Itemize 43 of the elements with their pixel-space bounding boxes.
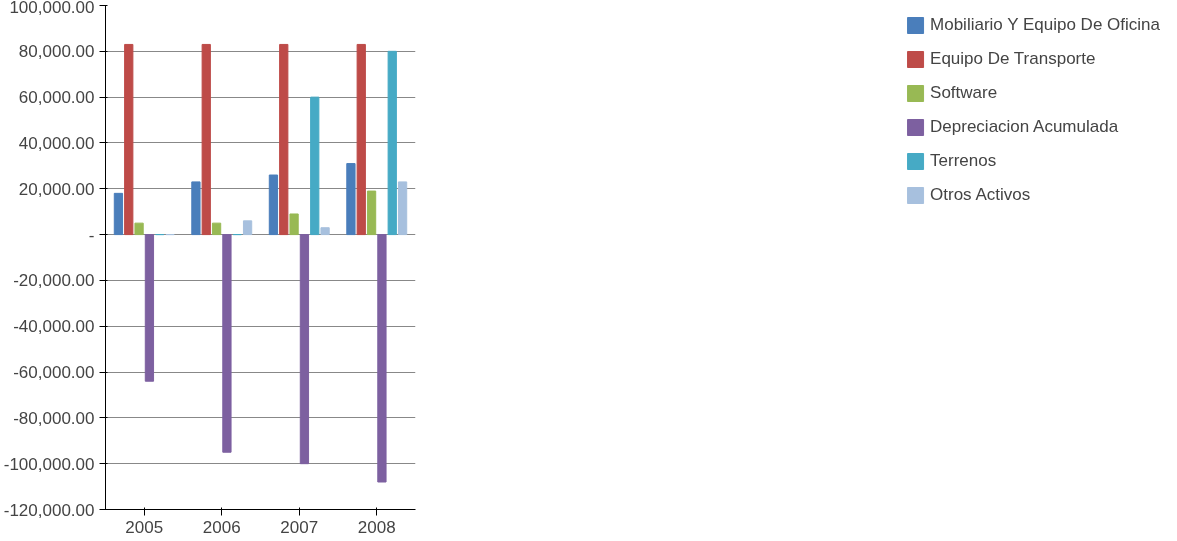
bar (346, 163, 356, 236)
y-tick-label: - (88, 225, 95, 245)
y-tick-label: -80,000.00 (13, 408, 95, 428)
x-tick-label: 2008 (357, 517, 396, 537)
bar (191, 181, 201, 236)
x-tick-label: 2005 (125, 517, 164, 537)
legend-label: Terrenos (930, 151, 997, 171)
bar (320, 227, 330, 236)
legend-label: Otros Activos (930, 185, 1031, 205)
y-tick-label: 80,000.00 (18, 42, 95, 62)
bar (201, 43, 211, 236)
y-tick-label: -60,000.00 (13, 363, 95, 383)
legend-label: Depreciacion Acumulada (930, 117, 1119, 137)
bar (387, 50, 397, 236)
bar (366, 190, 377, 236)
bar (242, 220, 253, 236)
x-tick-label: 2006 (202, 517, 241, 537)
bar (310, 96, 320, 236)
legend-label: Equipo De Transporte (930, 49, 1096, 69)
bar (299, 234, 310, 465)
bar (377, 234, 387, 483)
y-tick-label: 40,000.00 (18, 133, 95, 153)
y-tick-label: 100,000.00 (9, 0, 95, 17)
bar (113, 192, 124, 236)
y-tick-label: -20,000.00 (13, 271, 95, 291)
bar (268, 174, 279, 236)
bar (356, 43, 366, 236)
bar (144, 234, 155, 382)
bar (134, 222, 144, 236)
y-tick-label: 20,000.00 (18, 179, 95, 199)
bar (222, 234, 232, 453)
y-tick-label: -100,000.00 (3, 454, 95, 474)
legend-label: Software (930, 83, 998, 103)
y-tick-label: 60,000.00 (18, 88, 95, 108)
legend-label: Mobiliario Y Equipo De Oficina (930, 15, 1160, 35)
bar (124, 43, 134, 236)
bar (279, 43, 289, 236)
y-tick-label: -120,000.00 (3, 500, 95, 520)
bar (397, 181, 408, 236)
x-tick-label: 2007 (280, 517, 319, 537)
bar (211, 222, 222, 236)
y-tick-label: -40,000.00 (13, 317, 95, 337)
bar (289, 213, 299, 236)
